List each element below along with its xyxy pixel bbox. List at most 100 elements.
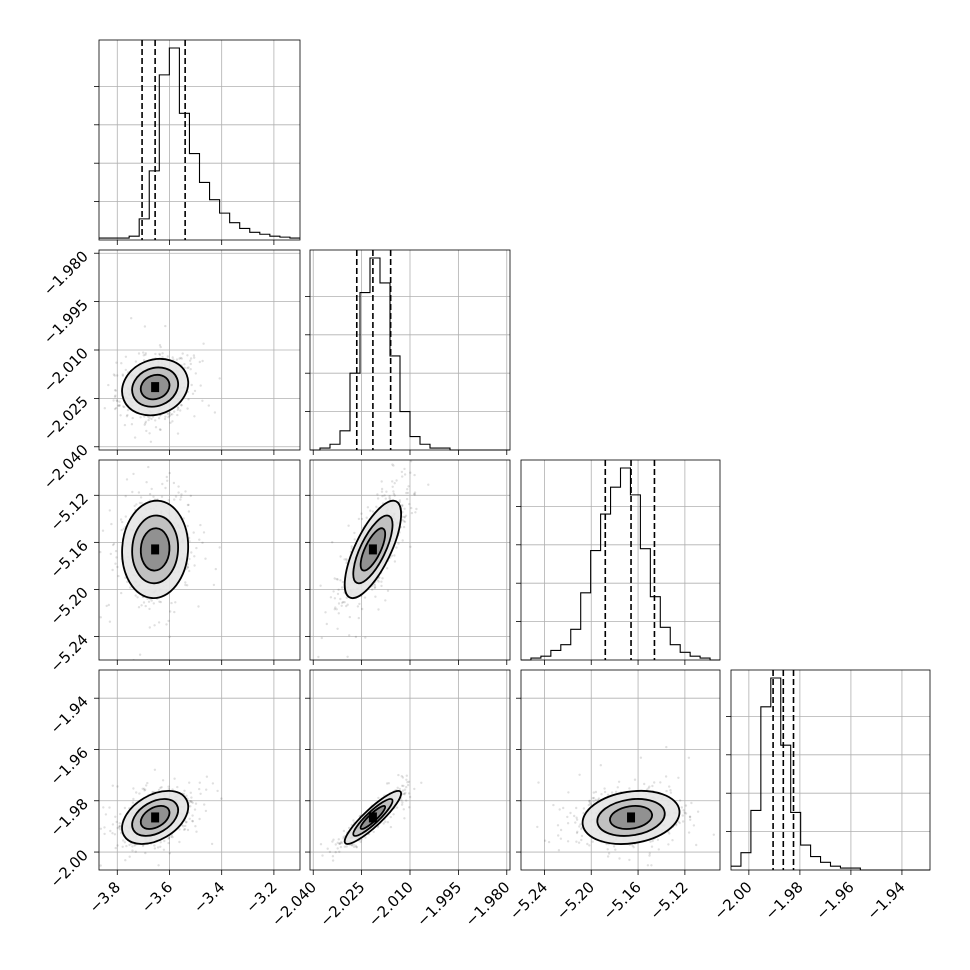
sample-dot xyxy=(188,569,191,573)
sample-dot xyxy=(420,781,423,784)
sample-dot xyxy=(192,354,196,357)
sample-dot xyxy=(188,557,191,561)
sample-dot xyxy=(204,809,208,813)
sample-dot xyxy=(559,837,563,840)
sample-dot xyxy=(163,839,166,843)
sample-dot xyxy=(559,828,563,832)
sample-dot xyxy=(339,842,342,845)
sample-dot xyxy=(119,518,123,521)
sample-dot xyxy=(189,357,193,360)
sample-dot xyxy=(116,785,119,788)
sample-dot xyxy=(347,524,350,527)
sample-dot xyxy=(403,467,406,471)
sample-dot xyxy=(153,844,156,847)
sample-dot xyxy=(653,781,656,784)
sample-dot xyxy=(402,792,406,795)
sample-dot xyxy=(345,559,348,562)
sample-dot xyxy=(334,606,337,609)
sample-dot xyxy=(214,567,217,571)
sample-dot xyxy=(120,528,123,532)
sample-dot xyxy=(396,786,399,789)
hist-panel-1 xyxy=(305,249,511,455)
sample-dot xyxy=(193,389,197,393)
sample-dot xyxy=(189,800,193,803)
sample-dot xyxy=(118,822,121,825)
sample-dot xyxy=(114,394,117,397)
sample-dot xyxy=(407,485,410,488)
sample-dot xyxy=(118,825,121,828)
sample-dot xyxy=(614,790,618,793)
sample-dot xyxy=(400,803,404,806)
sample-dot xyxy=(198,781,201,784)
sample-dot xyxy=(401,504,404,507)
sample-dot xyxy=(207,404,210,407)
sample-dot xyxy=(186,354,189,357)
sample-dot xyxy=(186,503,190,507)
sample-dot xyxy=(191,814,194,817)
sample-dot xyxy=(403,793,406,796)
sample-dot xyxy=(352,843,355,846)
sample-dot xyxy=(124,859,127,862)
sample-dot xyxy=(392,464,395,467)
sample-dot xyxy=(392,490,395,493)
sample-dot xyxy=(192,531,195,534)
sample-dot xyxy=(680,806,683,809)
sample-dot xyxy=(121,845,124,848)
sample-dot xyxy=(168,852,171,855)
sample-dot xyxy=(112,542,116,546)
sample-dot xyxy=(334,843,337,846)
sample-dot xyxy=(82,620,84,622)
sample-dot xyxy=(345,561,348,565)
sample-dot xyxy=(376,493,379,496)
sample-dot xyxy=(376,579,379,582)
sample-dot xyxy=(179,495,183,499)
sample-dot xyxy=(721,791,723,793)
sample-dot xyxy=(123,806,127,810)
grid-lines xyxy=(521,670,720,870)
sample-dot xyxy=(326,847,329,850)
sample-dot xyxy=(333,597,337,600)
sample-dot xyxy=(363,596,367,599)
panel-content xyxy=(317,460,430,659)
sample-dot xyxy=(124,515,128,518)
contour-line xyxy=(139,373,171,401)
sample-dot xyxy=(118,825,122,828)
sample-dot xyxy=(391,463,394,466)
sample-dot xyxy=(117,404,120,407)
sample-dot xyxy=(165,475,168,479)
sample-dot xyxy=(191,820,194,823)
sample-dot xyxy=(665,789,668,793)
sample-dot xyxy=(144,353,147,356)
sample-dot xyxy=(134,850,137,853)
sample-dot xyxy=(124,576,127,579)
sample-dot xyxy=(144,851,147,855)
sample-dot xyxy=(115,399,118,402)
sample-dot xyxy=(386,821,390,824)
sample-dot xyxy=(143,325,147,328)
sample-dot xyxy=(346,655,349,658)
sample-dot xyxy=(113,389,117,392)
sample-dot xyxy=(107,603,111,607)
sample-dot xyxy=(180,404,183,407)
sample-dot xyxy=(203,803,206,806)
sample-dot xyxy=(398,787,401,791)
sample-dot xyxy=(580,838,583,842)
sample-dot xyxy=(161,482,164,486)
sample-dot xyxy=(376,825,380,829)
sample-dot xyxy=(220,797,223,800)
sample-dot xyxy=(177,407,180,410)
sample-dot xyxy=(331,855,335,858)
sample-dot xyxy=(195,830,198,833)
panel-frame xyxy=(98,669,301,871)
sample-dot xyxy=(389,815,392,819)
sample-dot xyxy=(198,538,201,541)
sample-dot xyxy=(108,620,112,623)
sample-dot xyxy=(403,473,407,476)
sample-dot xyxy=(357,517,361,521)
sample-dot xyxy=(381,495,384,498)
sample-dot xyxy=(170,835,173,838)
contour-line xyxy=(139,804,171,830)
sample-dot xyxy=(131,801,135,804)
sample-dot xyxy=(400,775,403,778)
sample-dot xyxy=(169,610,172,613)
